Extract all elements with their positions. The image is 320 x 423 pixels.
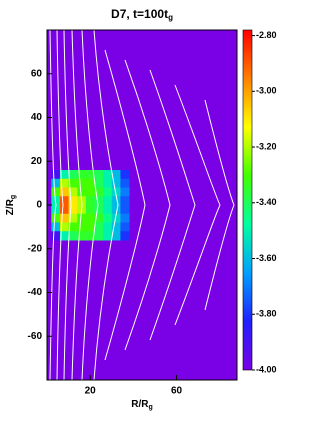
heat-cell bbox=[94, 213, 104, 223]
heat-cell bbox=[68, 231, 78, 241]
heat-cell bbox=[77, 170, 87, 180]
heat-cell bbox=[59, 231, 70, 241]
heat-cell bbox=[85, 231, 95, 241]
heat-cell bbox=[103, 170, 113, 180]
heat-cell bbox=[111, 187, 121, 197]
x-axis-label: R/Rg bbox=[131, 399, 153, 411]
heat-cell bbox=[59, 205, 70, 215]
heat-cell bbox=[103, 205, 113, 215]
heat-cell bbox=[103, 178, 113, 188]
heat-cell bbox=[85, 170, 95, 180]
heat-cell bbox=[77, 222, 87, 232]
title-subscript: g bbox=[168, 13, 173, 22]
heat-cell bbox=[120, 231, 130, 241]
heat-cell bbox=[94, 222, 104, 232]
heat-cell bbox=[120, 187, 130, 197]
heat-cell bbox=[120, 213, 130, 223]
heat-cell bbox=[77, 213, 87, 223]
y-tick-label: 20 bbox=[31, 156, 43, 167]
heat-cell bbox=[68, 196, 78, 206]
heat-cell bbox=[85, 222, 95, 232]
x-tick-label: 20 bbox=[85, 386, 97, 397]
heat-cell bbox=[111, 178, 121, 188]
y-tick-label: -20 bbox=[28, 243, 43, 254]
heat-cell bbox=[59, 196, 70, 206]
heat-cell bbox=[103, 222, 113, 232]
heat-cell bbox=[68, 187, 78, 197]
heat-cell bbox=[103, 231, 113, 241]
plot-area bbox=[47, 30, 237, 380]
colorbar-tick-label: -3.40 bbox=[256, 197, 277, 207]
colorbar bbox=[242, 29, 253, 371]
heat-cell bbox=[94, 178, 104, 188]
field-lines bbox=[49, 30, 235, 380]
chart: D7, t=100tg R/Rg Z/Rg 20 606040200-20-40-… bbox=[5, 7, 277, 411]
heat-cell bbox=[59, 170, 70, 180]
colorbar-tick-label: -3.80 bbox=[256, 309, 277, 319]
heat-cell bbox=[111, 205, 121, 215]
title-main: D7, t=100t bbox=[111, 7, 168, 21]
y-tick-label: 0 bbox=[36, 200, 42, 211]
heat-cell bbox=[51, 170, 61, 180]
heat-cell bbox=[51, 231, 61, 241]
heat-cell bbox=[111, 231, 121, 241]
heat-cell bbox=[94, 196, 104, 206]
heat-cell bbox=[120, 222, 130, 232]
heat-cell bbox=[111, 213, 121, 223]
heat-cell bbox=[68, 170, 78, 180]
chart-title: D7, t=100tg bbox=[111, 7, 173, 22]
y-axis-label: Z/Rg bbox=[5, 195, 17, 215]
heat-cell bbox=[120, 205, 130, 215]
colorbar-tick-label: -3.60 bbox=[256, 253, 277, 263]
heat-cell bbox=[68, 178, 78, 188]
colorbar-tick-label: -3.20 bbox=[256, 141, 277, 151]
heat-cell bbox=[68, 213, 78, 223]
heat-cell bbox=[85, 213, 95, 223]
y-label-main: Z/R bbox=[5, 198, 16, 215]
x-tick-label: 60 bbox=[171, 386, 183, 397]
heat-cell bbox=[103, 196, 113, 206]
heat-cell bbox=[59, 213, 70, 223]
heat-cell bbox=[103, 187, 113, 197]
heat-cell bbox=[103, 213, 113, 223]
colorbar-tick-label: -3.00 bbox=[256, 86, 277, 96]
heat-cell bbox=[51, 205, 61, 215]
heat-cell bbox=[51, 178, 61, 188]
heat-cell bbox=[111, 196, 121, 206]
colorbar-tick-label: -2.80 bbox=[256, 30, 277, 40]
x-label-subscript: g bbox=[148, 404, 152, 411]
heat-cell bbox=[85, 178, 95, 188]
y-label-subscript: g bbox=[10, 195, 17, 199]
heat-cell bbox=[59, 187, 70, 197]
heat-cell bbox=[51, 187, 61, 197]
heat-cell bbox=[94, 170, 104, 180]
heat-cell bbox=[111, 170, 121, 180]
heat-cell bbox=[51, 213, 61, 223]
heat-cell bbox=[68, 205, 78, 215]
heat-cell bbox=[59, 222, 70, 232]
heat-cell bbox=[85, 205, 95, 215]
y-tick-label: 40 bbox=[31, 112, 43, 123]
heat-cell bbox=[94, 187, 104, 197]
heat-cell bbox=[120, 196, 130, 206]
heat-cell bbox=[85, 196, 95, 206]
heat-cell bbox=[59, 178, 70, 188]
heat-cell bbox=[120, 170, 130, 180]
heat-cell bbox=[77, 231, 87, 241]
y-tick-label: -60 bbox=[28, 331, 43, 342]
heat-cell bbox=[51, 222, 61, 232]
colorbar-tick-label: -4.00 bbox=[256, 364, 277, 374]
heat-cell bbox=[77, 178, 87, 188]
heat-cell bbox=[77, 187, 87, 197]
y-tick-label: 60 bbox=[31, 68, 43, 79]
x-label-main: R/R bbox=[131, 399, 149, 410]
heat-cell bbox=[68, 222, 78, 232]
y-tick-label: -40 bbox=[28, 287, 43, 298]
heat-cell bbox=[120, 178, 130, 188]
heat-cell bbox=[111, 222, 121, 232]
heat-cell bbox=[85, 187, 95, 197]
heat-cell bbox=[94, 205, 104, 215]
heat-cell bbox=[94, 231, 104, 241]
